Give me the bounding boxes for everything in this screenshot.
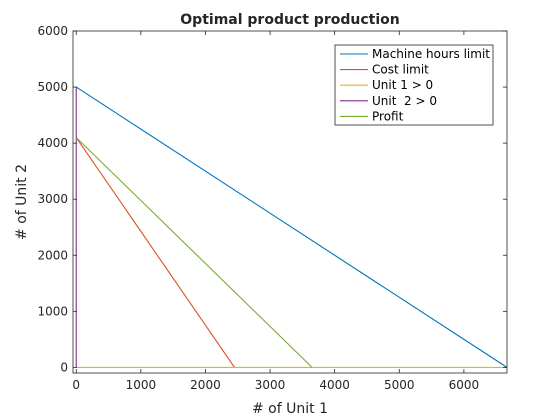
legend-label-4: Unit 2 > 0 (372, 94, 437, 108)
x-tick-label: 2000 (190, 378, 221, 392)
x-tick-label: 6000 (449, 378, 480, 392)
y-tick-label: 3000 (37, 192, 68, 206)
y-tick-label: 4000 (37, 136, 68, 150)
legend-label-5: Profit (372, 109, 404, 123)
series-layer (75, 86, 508, 368)
x-axis-label: # of Unit 1 (252, 401, 328, 417)
x-tick-label: 3000 (255, 378, 286, 392)
y-tick-label: 5000 (37, 80, 68, 94)
y-tick-label: 2000 (37, 248, 68, 262)
y-tick-label: 0 (60, 360, 68, 374)
legend-label-2: Cost limit (372, 63, 429, 77)
x-tick-label: 1000 (126, 378, 157, 392)
axes-box (72, 30, 508, 374)
y-tick-label: 1000 (37, 304, 68, 318)
y-ticks: 0 1000 2000 3000 4000 5000 6000 (37, 24, 507, 374)
legend-label-3: Unit 1 > 0 (372, 78, 433, 92)
y-tick-label: 6000 (37, 24, 68, 38)
x-tick-label: 0 (72, 378, 80, 392)
legend-label-1: Machine hours limit (372, 47, 490, 61)
x-tick-label: 5000 (384, 378, 415, 392)
chart-title: Optimal product production (180, 12, 399, 28)
series-line-5 (75, 137, 313, 368)
series-line-1 (75, 86, 508, 368)
series-line-2 (75, 137, 235, 368)
y-axis-label: # of Unit 2 (14, 164, 30, 240)
x-ticks: 0 1000 2000 3000 4000 5000 6000 (72, 31, 479, 392)
x-tick-label: 4000 (319, 378, 350, 392)
